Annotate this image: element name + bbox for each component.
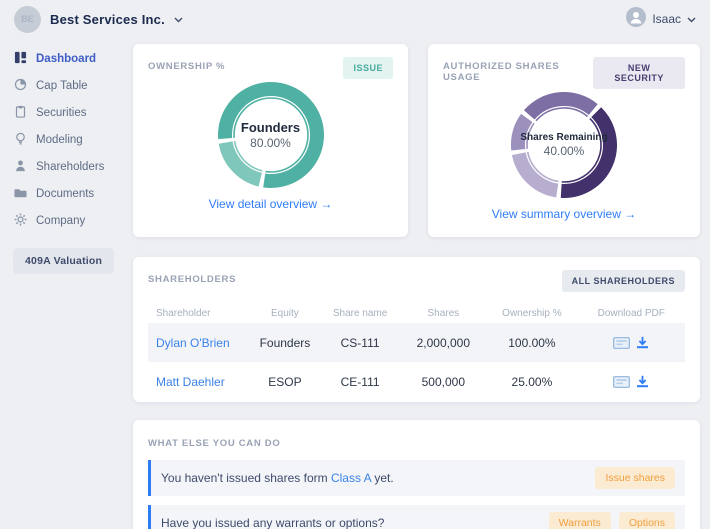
table-header-row: Shareholder Equity Share name Shares Own… <box>148 303 685 323</box>
sidebar-item-label: Shareholders <box>36 161 105 173</box>
column-header: Shares <box>427 307 460 319</box>
shareholder-name-link[interactable]: Dylan O'Brien <box>156 335 230 350</box>
dashboard-icon <box>14 51 27 67</box>
shares-cell: 2,000,000 <box>416 335 470 350</box>
main-content: OWNERSHIP % ISSUE Founders 80.00% View d… <box>133 38 710 529</box>
options-button[interactable]: Options <box>618 512 675 529</box>
ownership-cell: 100.00% <box>508 335 556 350</box>
pie-chart-icon <box>14 78 27 94</box>
donut-center-label: Shares Remaining <box>520 132 608 143</box>
folder-icon <box>14 186 27 202</box>
shares-cell: 500,000 <box>421 374 465 389</box>
person-icon <box>14 159 27 175</box>
equity-cell: Founders <box>259 335 311 350</box>
certificate-icon[interactable] <box>613 336 631 349</box>
sidebar-item-label: Company <box>36 215 86 227</box>
company-name: Best Services Inc. <box>50 11 165 27</box>
column-header: Equity <box>271 307 299 319</box>
share-name-cell: CE-111 <box>340 374 380 389</box>
what-else-card: WHAT ELSE YOU CAN DO You haven't issued … <box>133 420 700 529</box>
shareholders-table: Shareholder Equity Share name Shares Own… <box>148 303 685 401</box>
authorized-card-title: AUTHORIZED SHARES USAGE <box>443 61 560 83</box>
ownership-card: OWNERSHIP % ISSUE Founders 80.00% View d… <box>133 44 408 237</box>
shareholders-card: SHAREHOLDERS ALL SHAREHOLDERS Shareholde… <box>133 257 700 402</box>
todo-item-issue-shares: You haven't issued shares form Class A y… <box>148 460 685 496</box>
share-name-cell: CS-111 <box>340 335 380 350</box>
lightbulb-icon <box>14 132 27 148</box>
user-avatar-icon <box>626 6 647 32</box>
valuation-409a-button[interactable]: 409A Valuation <box>13 248 115 274</box>
new-security-button[interactable]: NEW SECURITY <box>593 57 685 89</box>
view-detail-overview-link[interactable]: View detail overview → <box>208 197 333 211</box>
authorized-shares-card: AUTHORIZED SHARES USAGE NEW SECURITY Sha… <box>428 44 700 237</box>
column-header: Share name <box>332 307 388 319</box>
authorized-donut-chart: Shares Remaining 40.00% <box>509 90 619 200</box>
sidebar-item-shareholders[interactable]: Shareholders <box>0 154 133 180</box>
company-avatar: BE <box>14 5 41 33</box>
download-pdf-icon[interactable] <box>636 336 649 349</box>
gear-icon <box>14 213 27 229</box>
ownership-cell: 25.00% <box>511 374 553 389</box>
clipboard-icon <box>14 105 27 121</box>
issue-button[interactable]: ISSUE <box>343 57 393 79</box>
sidebar-item-label: Documents <box>36 188 95 200</box>
view-summary-overview-link[interactable]: View summary overview → <box>491 207 637 221</box>
todo-text: Have you issued any warrants or options? <box>161 516 385 529</box>
table-row: Dylan O'Brien Founders CS-111 2,000,000 … <box>148 323 685 362</box>
sidebar-item-modeling[interactable]: Modeling <box>0 127 133 153</box>
donut-center-label: Founders <box>240 120 301 135</box>
table-row: Matt Daehler ESOP CE-111 500,000 25.00% <box>148 362 685 401</box>
warrants-button[interactable]: Warrants <box>548 512 611 529</box>
shareholder-name-link[interactable]: Matt Daehler <box>156 374 225 389</box>
column-header: Ownership % <box>502 307 562 319</box>
donut-center-value: 40.00% <box>543 144 585 158</box>
sidebar-item-label: Dashboard <box>36 53 97 65</box>
column-header: Shareholder <box>156 307 211 319</box>
shareholders-card-title: SHAREHOLDERS <box>148 274 237 285</box>
class-a-link[interactable]: Class A <box>330 471 371 485</box>
company-switcher[interactable]: BE Best Services Inc. <box>14 5 183 33</box>
sidebar-item-dashboard[interactable]: Dashboard <box>0 46 133 72</box>
sidebar-item-label: Modeling <box>36 134 83 146</box>
sidebar-item-company[interactable]: Company <box>0 208 133 234</box>
chevron-down-icon <box>174 10 183 28</box>
sidebar-item-documents[interactable]: Documents <box>0 181 133 207</box>
sidebar-item-securities[interactable]: Securities <box>0 100 133 126</box>
todo-text: You haven't issued shares form Class A y… <box>161 471 394 485</box>
sidebar-item-label: Cap Table <box>36 80 88 92</box>
user-name: Isaac <box>652 12 681 26</box>
all-shareholders-button[interactable]: ALL SHAREHOLDERS <box>561 270 685 292</box>
certificate-icon[interactable] <box>613 375 631 388</box>
sidebar: Dashboard Cap Table Securities Modeling … <box>0 38 133 529</box>
chevron-down-icon <box>687 10 696 28</box>
donut-center-value: 80.00% <box>250 136 291 150</box>
sidebar-item-label: Securities <box>36 107 87 119</box>
ownership-donut-chart: Founders 80.00% <box>216 80 326 190</box>
issue-shares-button[interactable]: Issue shares <box>595 467 675 489</box>
todo-item-warrants-options: Have you issued any warrants or options?… <box>148 505 685 529</box>
what-else-card-title: WHAT ELSE YOU CAN DO <box>148 438 281 449</box>
ownership-card-title: OWNERSHIP % <box>148 61 226 72</box>
download-pdf-icon[interactable] <box>636 375 649 388</box>
column-header: Download PDF <box>597 307 665 319</box>
user-menu[interactable]: Isaac <box>626 6 696 32</box>
equity-cell: ESOP <box>268 374 302 389</box>
app-header: BE Best Services Inc. Isaac <box>0 0 710 38</box>
sidebar-item-cap-table[interactable]: Cap Table <box>0 73 133 99</box>
